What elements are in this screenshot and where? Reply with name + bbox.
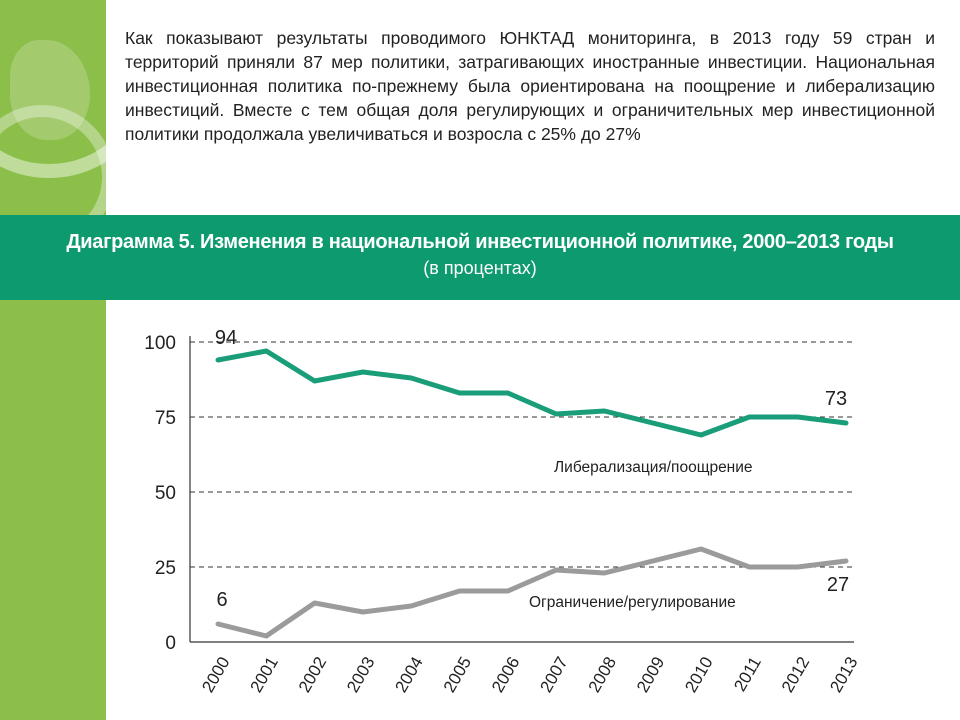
series-line-0 — [215, 348, 849, 438]
y-tick-label-0: 0 — [165, 633, 176, 654]
x-tick-label-2001: 2001 — [247, 654, 282, 696]
series-line-1 — [215, 546, 849, 639]
chart-subtitle: (в процентах) — [423, 258, 537, 278]
y-tick-label-25: 25 — [155, 558, 176, 579]
x-tick-label-2013: 2013 — [826, 654, 861, 696]
x-tick-label-2003: 2003 — [343, 654, 378, 696]
x-tick-label-2006: 2006 — [488, 654, 523, 696]
data-label-6: 6 — [216, 589, 227, 611]
y-tick-label-50: 50 — [155, 483, 176, 504]
decorative-side-strip — [0, 0, 106, 720]
y-tick-label-75: 75 — [155, 408, 176, 429]
line-chart: 0 25 50 75 100 2000 2001 2002 2003 2004 2005 2006 20… — [144, 327, 861, 696]
chart-title-banner: Диаграмма 5. Изменения в национальной ин… — [0, 215, 960, 300]
x-tick-label-2011: 2011 — [730, 654, 765, 695]
x-tick-label-2007: 2007 — [536, 654, 571, 696]
x-tick-label-2004: 2004 — [391, 654, 426, 696]
x-tick-label-2002: 2002 — [295, 654, 330, 696]
intro-paragraph: Как показывают результаты проводимого ЮН… — [125, 28, 935, 144]
x-tick-label-2010: 2010 — [681, 654, 716, 696]
chart-area: 0 25 50 75 100 2000 2001 2002 2003 2004 2005 2006 20… — [106, 300, 960, 720]
x-tick-label-2005: 2005 — [440, 654, 475, 696]
y-tick-label-100: 100 — [144, 333, 176, 354]
chart-title: Диаграмма 5. Изменения в национальной ин… — [66, 231, 894, 253]
x-tick-label-2012: 2012 — [778, 654, 813, 696]
series-label-liberalization: Либерализация/поощрение — [554, 459, 753, 476]
data-label-73: 73 — [825, 388, 847, 410]
series-label-restriction: Ограничение/регулирование — [529, 594, 736, 611]
data-label-94: 94 — [215, 327, 237, 349]
x-tick-label-2009: 2009 — [633, 654, 668, 696]
x-tick-label-2000: 2000 — [198, 654, 233, 696]
x-tick-label-2008: 2008 — [585, 654, 620, 696]
data-label-27: 27 — [827, 574, 849, 596]
